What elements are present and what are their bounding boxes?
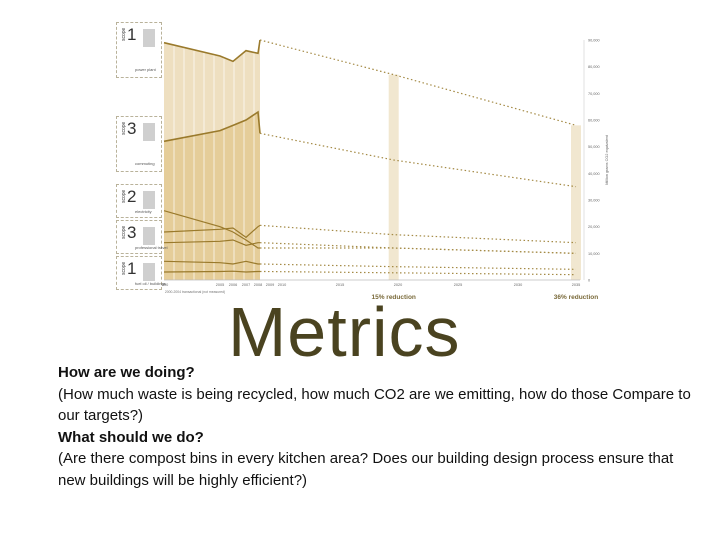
target-column (388, 74, 399, 280)
question-how-heading: How are we doing? (58, 364, 195, 381)
target-label: 15% reduction (371, 294, 415, 301)
series-line (163, 224, 261, 239)
series-projection (259, 39, 577, 126)
scope-caption: power plant (135, 67, 156, 72)
building-icon (143, 227, 155, 245)
series-line (163, 260, 260, 265)
x-tick-label: 2020 (394, 283, 402, 287)
y-tick-label: 0 (588, 279, 590, 283)
x-tick-label: 2005 (216, 283, 224, 287)
scope-caption: professional travel (135, 245, 168, 250)
series-line (163, 210, 260, 249)
x-tick-label: 2010 (278, 283, 286, 287)
x-tick-label: 2009 (266, 283, 274, 287)
x-tick-label: 2006 (229, 283, 237, 287)
series-line (163, 270, 260, 273)
target-label: 36% reduction (554, 294, 598, 301)
series-line (163, 239, 260, 246)
scope-box: scope 1 fuel oil / buildings (116, 256, 166, 290)
y-tick-label: 10,000 (588, 252, 600, 256)
scope-number: 2 (127, 187, 137, 206)
scope-box: scope 3 commuting (116, 116, 162, 172)
building-icon (143, 123, 155, 141)
x-tick-label: 2030 (514, 283, 522, 287)
scope-number: 1 (127, 259, 137, 278)
series-projection (259, 263, 577, 270)
scope-box: scope 2 electricity (116, 184, 162, 218)
y-tick-label: 40,000 (588, 172, 600, 176)
y-tick-label: 70,000 (588, 92, 600, 96)
x-tick-label: 2025 (454, 283, 462, 287)
series-projection (259, 224, 577, 244)
x-tick-label: 2035 (572, 283, 580, 287)
target-column (571, 125, 581, 280)
scope-box: scope 3 professional travel (116, 220, 167, 254)
series-line (163, 39, 261, 63)
slide-title: Metrics (228, 293, 461, 371)
x-tick-label: 2015 (336, 283, 344, 287)
scope-number: 1 (127, 25, 137, 44)
baseline-note: 2000-2004 transactional (not measured) (165, 290, 225, 294)
scope-box: scope 1 power plant (116, 22, 162, 78)
x-tick-label: 2007 (242, 283, 250, 287)
scope-number: 3 (127, 119, 137, 138)
series-projection (259, 132, 577, 188)
building-icon (143, 191, 155, 209)
y-axis-label: Million grams CO2 equivalent (605, 134, 609, 185)
building-icon (143, 29, 155, 47)
history-area-lower (164, 112, 260, 280)
y-tick-label: 20,000 (588, 225, 600, 229)
scope-caption: commuting (135, 161, 155, 166)
slide-body: How are we doing? (How much waste is bei… (58, 362, 698, 491)
x-tick-label: 2000 (160, 283, 168, 287)
building-icon (143, 263, 155, 281)
question-what-heading: What should we do? (58, 428, 204, 446)
y-tick-label: 60,000 (588, 119, 600, 123)
series-projection (259, 270, 577, 276)
question-what-detail: (Are there compost bins in every kitchen… (58, 450, 674, 489)
y-tick-label: 30,000 (588, 199, 600, 203)
y-tick-label: 80,000 (588, 65, 600, 69)
y-tick-label: 50,000 (588, 145, 600, 149)
scope-caption: fuel oil / buildings (135, 281, 166, 286)
x-tick-label: 2008 (254, 283, 262, 287)
series-projection (259, 242, 577, 254)
series-line (163, 110, 261, 143)
series-projection (260, 247, 577, 254)
question-how-detail: (How much waste is being recycled, how m… (58, 385, 691, 425)
scope-caption: electricity (135, 209, 152, 214)
emissions-chart: 15% reduction 36% reduction 2000 2005 2006 20… (160, 39, 609, 302)
y-tick-label: 90,000 (588, 39, 600, 43)
scope-number: 3 (127, 223, 137, 242)
